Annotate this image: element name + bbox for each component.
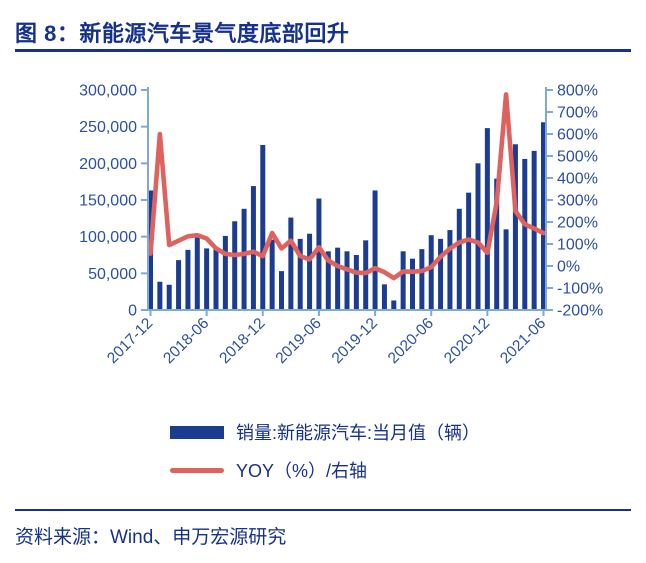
figure-title: 图 8：新能源汽车景气度底部回升 (15, 21, 350, 46)
bar (204, 248, 210, 310)
right-axis-label: 700% (557, 105, 598, 122)
bar (400, 251, 406, 310)
right-axis-label: -100% (557, 281, 603, 298)
bar (335, 247, 341, 310)
x-axis-label: 2021-06 (497, 315, 549, 367)
bar (232, 221, 238, 310)
bar (391, 300, 397, 310)
right-axis-label: 500% (557, 149, 598, 166)
right-axis-label: 600% (557, 127, 598, 144)
right-axis-label: 800% (557, 83, 598, 100)
chart-legend: 销量:新能源汽车:当月值（辆） YOY（%）/右轴 (170, 417, 480, 485)
bar (297, 238, 303, 310)
right-axis-label: -200% (557, 303, 603, 320)
bar (494, 178, 500, 310)
source-divider (15, 509, 631, 511)
bar (194, 235, 200, 310)
left-axis-label: 200,000 (79, 156, 137, 173)
bar (213, 248, 219, 310)
bar (372, 190, 378, 310)
yoy-line (148, 92, 546, 281)
bar (241, 208, 247, 310)
bar (260, 145, 266, 310)
legend-label-sales: 销量:新能源汽车:当月值（辆） (236, 423, 481, 443)
bar (419, 249, 425, 310)
title-underline (15, 49, 631, 52)
bar (316, 198, 322, 310)
right-axis-label: 400% (557, 171, 598, 188)
bar (344, 251, 350, 310)
bar (475, 163, 481, 310)
bar (381, 284, 387, 310)
bar-swatch-icon (170, 425, 224, 439)
bar (176, 260, 182, 310)
line-swatch-icon (170, 467, 224, 473)
bar (522, 158, 528, 310)
left-axis-label: 0 (128, 303, 137, 320)
legend-label-yoy: YOY（%）/右轴 (236, 461, 368, 481)
left-axis-label: 300,000 (79, 83, 137, 100)
bar (410, 258, 415, 310)
bar (456, 208, 462, 310)
bar (484, 128, 490, 310)
right-axis-label: 200% (557, 215, 598, 232)
right-axis-label: 300% (557, 193, 598, 210)
bar (307, 233, 313, 310)
x-axis-label: 2020-06 (385, 315, 437, 367)
bar (288, 217, 294, 310)
bar (279, 271, 284, 310)
bar (250, 186, 256, 310)
bar (503, 229, 509, 310)
right-axis-label: 0% (557, 259, 580, 276)
bar (185, 249, 191, 310)
bar (541, 122, 546, 311)
left-axis-label: 50,000 (88, 266, 137, 283)
bar (157, 281, 163, 310)
left-axis-label: 250,000 (79, 119, 137, 136)
bar (353, 255, 359, 310)
x-axis-label: 2018-06 (160, 315, 212, 367)
left-axis-label: 100,000 (79, 229, 137, 246)
bar (438, 238, 444, 310)
bar (466, 192, 472, 310)
legend-item-sales: 销量:新能源汽车:当月值（辆） (170, 417, 480, 447)
bar (428, 235, 434, 310)
source-note: 资料来源：Wind、申万宏源研究 (15, 527, 287, 548)
x-axis-label: 2018-12 (216, 315, 268, 367)
bar (269, 239, 275, 310)
x-axis-label: 2019-12 (329, 315, 381, 367)
left-axis-label: 150,000 (79, 193, 137, 210)
x-axis-label: 2019-06 (273, 315, 325, 367)
right-axis-label: 100% (557, 237, 598, 254)
x-axis-label: 2020-12 (441, 315, 493, 367)
bar (447, 230, 453, 310)
x-axis-label: 2017-12 (104, 315, 156, 367)
bar (222, 235, 228, 310)
bar (166, 284, 172, 310)
legend-item-yoy: YOY（%）/右轴 (170, 455, 480, 485)
bar (325, 251, 331, 310)
bar (512, 144, 518, 310)
